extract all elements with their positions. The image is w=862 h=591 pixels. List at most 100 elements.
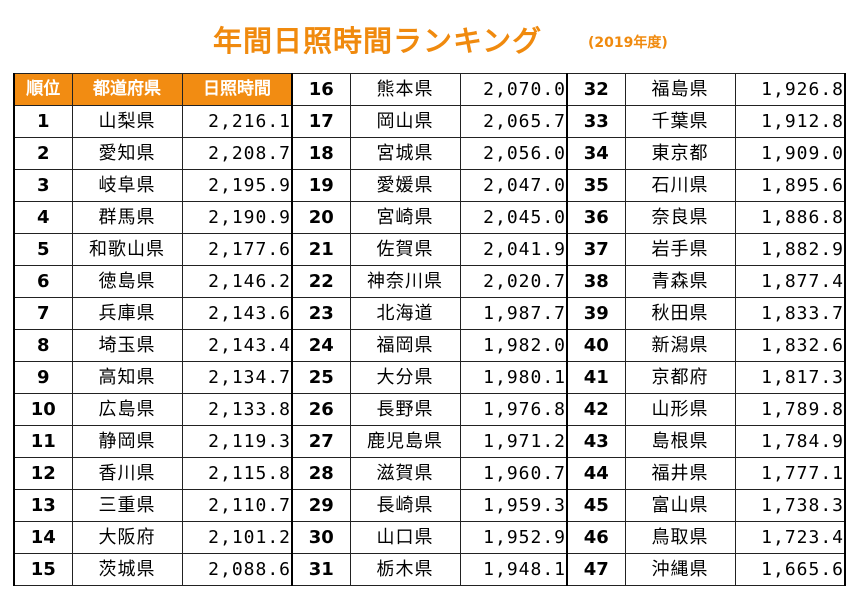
rank-cell: 16 <box>291 73 351 106</box>
rank-cell: 11 <box>13 425 73 458</box>
rank-cell: 13 <box>13 489 73 522</box>
hours-cell: 1,665.6 <box>734 553 846 586</box>
table-row: 33 千葉県 1,912.8 <box>566 105 846 138</box>
hours-cell: 1,817.3 <box>734 361 846 394</box>
rank-cell: 20 <box>291 201 351 234</box>
table-row: 22 神奈川県 2,020.7 <box>291 265 568 298</box>
prefecture-cell: 鳥取県 <box>624 521 736 554</box>
table-row: 44 福井県 1,777.1 <box>566 457 846 490</box>
rank-cell: 19 <box>291 169 351 202</box>
hours-cell: 2,088.6 <box>181 553 293 586</box>
hours-cell: 1,784.9 <box>734 425 846 458</box>
prefecture-cell: 大阪府 <box>71 521 183 554</box>
hours-cell: 2,143.6 <box>181 297 293 330</box>
page-title: 年間日照時間ランキング <box>213 24 543 58</box>
table-row: 24 福岡県 1,982.0 <box>291 329 568 362</box>
hours-cell: 2,177.6 <box>181 233 293 266</box>
prefecture-cell: 山口県 <box>349 521 461 554</box>
hours-cell: 1,877.4 <box>734 265 846 298</box>
rank-cell: 23 <box>291 297 351 330</box>
prefecture-cell: 熊本県 <box>349 73 461 106</box>
table-row: 34 東京都 1,909.0 <box>566 137 846 170</box>
prefecture-cell: 愛知県 <box>71 137 183 170</box>
rank-cell: 43 <box>566 425 626 458</box>
hours-cell: 1,789.8 <box>734 393 846 426</box>
table-row: 29 長崎県 1,959.3 <box>291 489 568 522</box>
prefecture-cell: 山梨県 <box>71 105 183 138</box>
rank-cell: 5 <box>13 233 73 266</box>
ranking-table-1: 順位 都道府県 日照時間 1 山梨県 2,216.1 2 愛知県 2,208.7 3 岐阜県 2… <box>13 73 293 586</box>
table-row: 13 三重県 2,110.7 <box>13 489 293 522</box>
hours-cell: 2,195.9 <box>181 169 293 202</box>
hours-cell: 1,980.1 <box>459 361 568 394</box>
prefecture-cell: 茨城県 <box>71 553 183 586</box>
prefecture-cell: 和歌山県 <box>71 233 183 266</box>
hours-cell: 1,926.8 <box>734 73 846 106</box>
prefecture-cell: 佐賀県 <box>349 233 461 266</box>
hours-cell: 1,832.6 <box>734 329 846 362</box>
table-row: 20 宮崎県 2,045.0 <box>291 201 568 234</box>
prefecture-cell: 石川県 <box>624 169 736 202</box>
table-row: 37 岩手県 1,882.9 <box>566 233 846 266</box>
rank-cell: 9 <box>13 361 73 394</box>
hours-cell: 2,101.2 <box>181 521 293 554</box>
prefecture-cell: 群馬県 <box>71 201 183 234</box>
hours-cell: 2,190.9 <box>181 201 293 234</box>
hours-cell: 2,216.1 <box>181 105 293 138</box>
table-row: 26 長野県 1,976.8 <box>291 393 568 426</box>
rank-cell: 31 <box>291 553 351 586</box>
hours-cell: 1,777.1 <box>734 457 846 490</box>
hours-cell: 2,134.7 <box>181 361 293 394</box>
table-row: 19 愛媛県 2,047.0 <box>291 169 568 202</box>
hours-cell: 1,909.0 <box>734 137 846 170</box>
rank-cell: 22 <box>291 265 351 298</box>
rank-cell: 32 <box>566 73 626 106</box>
hours-cell: 2,146.2 <box>181 265 293 298</box>
hours-cell: 1,882.9 <box>734 233 846 266</box>
hours-cell: 1,723.4 <box>734 521 846 554</box>
rank-cell: 40 <box>566 329 626 362</box>
rank-cell: 24 <box>291 329 351 362</box>
prefecture-cell: 兵庫県 <box>71 297 183 330</box>
hours-cell: 1,982.0 <box>459 329 568 362</box>
prefecture-cell: 東京都 <box>624 137 736 170</box>
table-row: 46 鳥取県 1,723.4 <box>566 521 846 554</box>
prefecture-cell: 秋田県 <box>624 297 736 330</box>
rank-cell: 46 <box>566 521 626 554</box>
ranking-table-3: 32 福島県 1,926.8 33 千葉県 1,912.8 34 東京都 1,909.0 35 石川… <box>566 73 846 586</box>
hours-cell: 1,886.8 <box>734 201 846 234</box>
rank-cell: 33 <box>566 105 626 138</box>
table-row: 45 富山県 1,738.3 <box>566 489 846 522</box>
table-row: 5 和歌山県 2,177.6 <box>13 233 293 266</box>
rank-cell: 1 <box>13 105 73 138</box>
rank-cell: 26 <box>291 393 351 426</box>
table-row: 12 香川県 2,115.8 <box>13 457 293 490</box>
table-row: 39 秋田県 1,833.7 <box>566 297 846 330</box>
prefecture-cell: 長野県 <box>349 393 461 426</box>
rank-cell: 27 <box>291 425 351 458</box>
rank-cell: 18 <box>291 137 351 170</box>
header-hours: 日照時間 <box>181 73 293 106</box>
table-row: 32 福島県 1,926.8 <box>566 73 846 106</box>
prefecture-cell: 長崎県 <box>349 489 461 522</box>
hours-cell: 2,045.0 <box>459 201 568 234</box>
prefecture-cell: 宮城県 <box>349 137 461 170</box>
hours-cell: 1,987.7 <box>459 297 568 330</box>
rank-cell: 14 <box>13 521 73 554</box>
rank-cell: 21 <box>291 233 351 266</box>
hours-cell: 1,959.3 <box>459 489 568 522</box>
prefecture-cell: 静岡県 <box>71 425 183 458</box>
rank-cell: 30 <box>291 521 351 554</box>
hours-cell: 1,833.7 <box>734 297 846 330</box>
rank-cell: 37 <box>566 233 626 266</box>
prefecture-cell: 京都府 <box>624 361 736 394</box>
prefecture-cell: 広島県 <box>71 393 183 426</box>
table-row: 38 青森県 1,877.4 <box>566 265 846 298</box>
table-row: 40 新潟県 1,832.6 <box>566 329 846 362</box>
prefecture-cell: 福岡県 <box>349 329 461 362</box>
hours-cell: 1,895.6 <box>734 169 846 202</box>
table-row: 27 鹿児島県 1,971.2 <box>291 425 568 458</box>
table-row: 43 島根県 1,784.9 <box>566 425 846 458</box>
rank-cell: 36 <box>566 201 626 234</box>
table-row: 9 高知県 2,134.7 <box>13 361 293 394</box>
